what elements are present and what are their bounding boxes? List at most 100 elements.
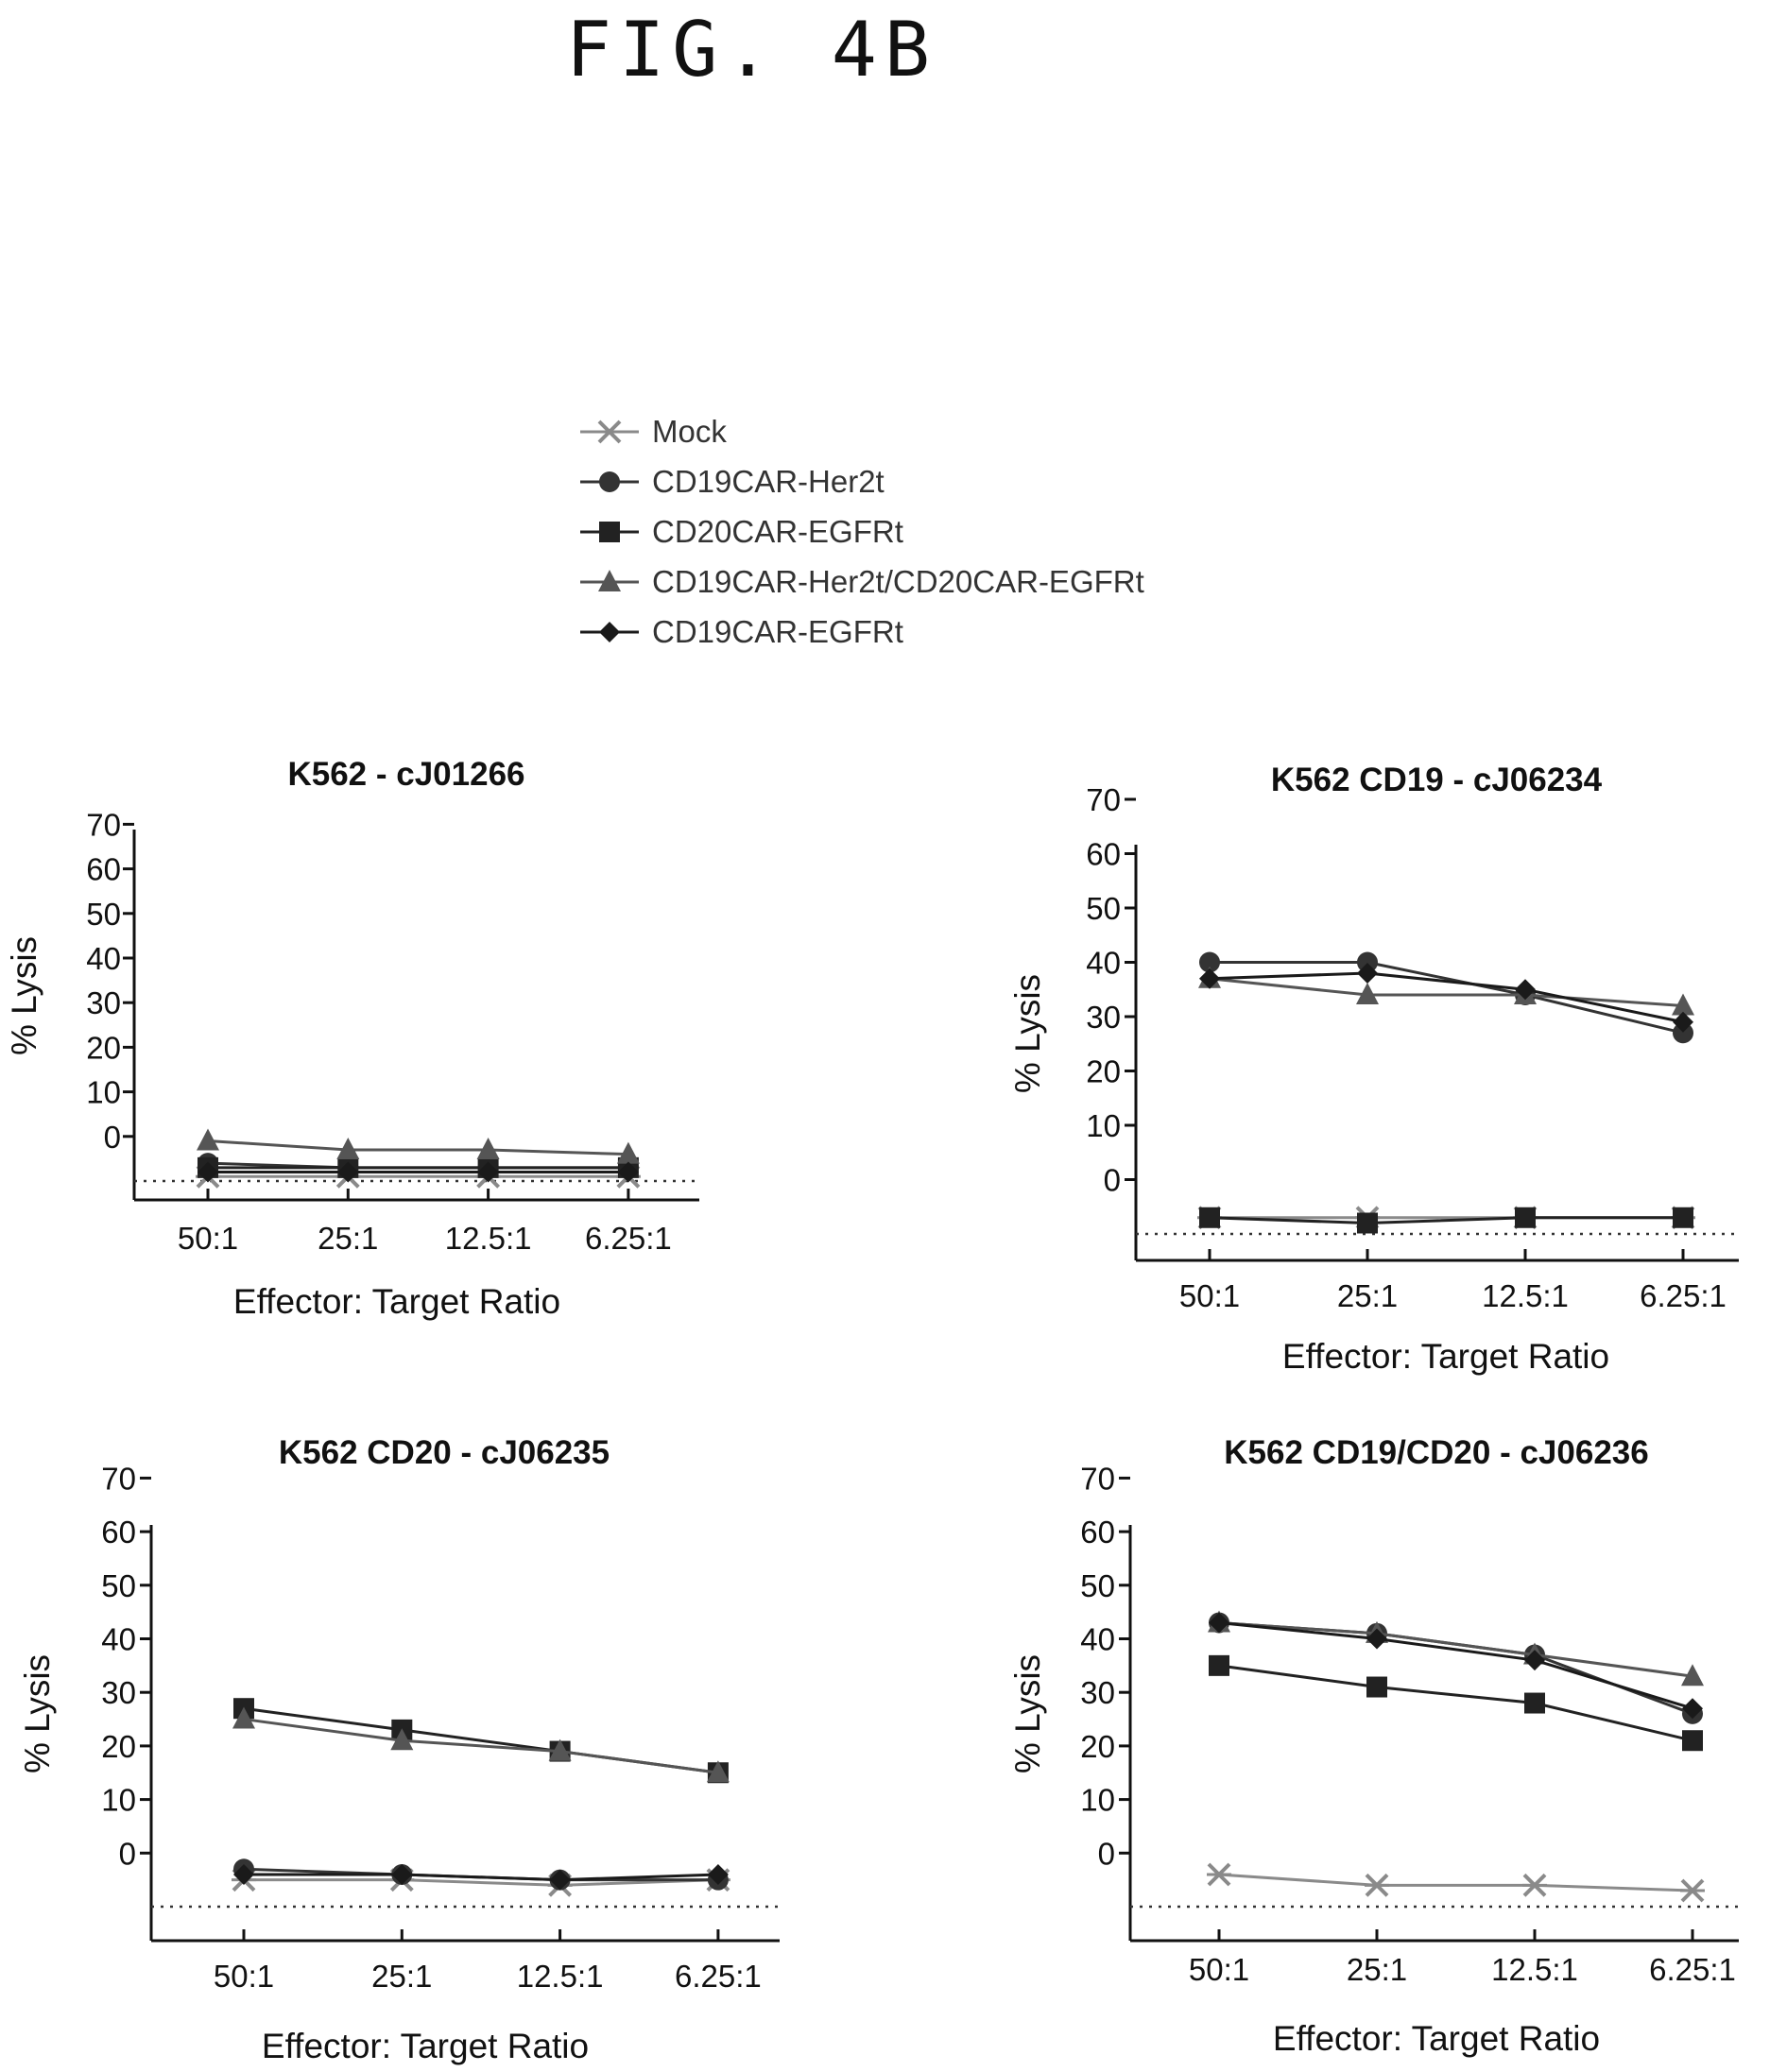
series-line [1218,1664,1693,1742]
y-tick-label: 70 [86,807,121,842]
square-icon [599,521,620,542]
legend-label: CD19CAR-Her2t/CD20CAR-EGFRt [652,563,1144,599]
data-point [1199,951,1220,973]
series-line [1218,1620,1693,1678]
data-point [1209,1654,1229,1676]
legend-marker [580,621,639,642]
x-axis-label: Effector: Target Ratio [262,2027,589,2065]
series-line [207,1139,628,1156]
chart-title: K562 CD19/CD20 - cJ06236 [1224,1434,1649,1471]
y-tick-label: 50 [101,1568,136,1603]
legend-item: CD20CAR-EGFRt [576,506,1144,557]
data-point [1366,1628,1387,1650]
x-tick-label: 50:1 [178,1221,238,1256]
y-tick-label: 30 [101,1675,136,1710]
y-tick-label: 10 [1080,1783,1115,1818]
y-tick-label: 50 [1080,1568,1115,1603]
y-tick-label: 60 [86,852,121,887]
legend-item: CD19CAR-Her2t/CD20CAR-EGFRt [576,557,1144,607]
chart-title: K562 - cJ01266 [287,756,525,793]
data-point [1681,1664,1704,1687]
y-tick-label: 10 [101,1783,136,1818]
figure-title: FIG. 4B [565,6,938,94]
series-line [244,1873,718,1882]
legend-item: Mock [576,406,1144,456]
chart-title: K562 CD20 - cJ06235 [278,1434,610,1471]
data-point [1356,983,1379,1004]
y-axis-label: % Lysis [18,1654,57,1773]
data-point [1357,1212,1378,1234]
x-tick-label: 25:1 [1337,1278,1398,1313]
x-tick-label: 25:1 [318,1221,378,1256]
y-tick-label: 60 [101,1515,136,1550]
triangle-icon [598,569,621,591]
data-point [232,1706,255,1729]
legend-item: CD19CAR-Her2t [576,456,1144,506]
x-icon [597,420,622,443]
data-point [1673,1207,1693,1228]
series-diamond [198,1161,639,1183]
data-point [1515,979,1536,1001]
data-point [1682,1698,1703,1720]
data-point [476,1137,500,1159]
y-tick-label: 10 [1086,1108,1121,1143]
y-tick-label: 0 [1104,1163,1121,1198]
data-point [616,1141,640,1164]
data-point [1209,1612,1229,1634]
y-tick-label: 40 [101,1622,136,1657]
y-axis-label: % Lysis [5,936,43,1055]
data-point [548,1738,572,1761]
series-x [1207,1862,1705,1903]
data-point [1199,968,1220,989]
series-triangle [232,1706,730,1783]
y-tick-label: 30 [1086,1000,1121,1035]
y-tick-label: 20 [86,1030,121,1065]
y-tick-label: 50 [1086,891,1121,926]
data-point [1524,1650,1545,1671]
data-point [477,1161,499,1183]
data-point [337,1161,359,1183]
y-tick-label: 20 [1080,1729,1115,1764]
series-diamond [1209,1612,1703,1720]
x-tick-label: 50:1 [214,1959,274,1994]
series-diamond [1199,963,1693,1033]
y-axis-label: % Lysis [1008,974,1047,1093]
legend-item: CD19CAR-EGFRt [576,607,1144,657]
legend-marker [580,471,639,492]
x-tick-label: 25:1 [371,1959,432,1994]
x-tick-label: 6.25:1 [585,1221,672,1256]
data-point [1357,951,1378,973]
data-point [1673,1011,1693,1033]
y-tick-label: 70 [1080,1461,1115,1496]
data-point [617,1161,639,1183]
chart-title: K562 CD19 - cJ06234 [1270,762,1603,798]
legend-label: CD20CAR-EGFRt [652,513,903,549]
legend-label: CD19CAR-Her2t [652,463,885,499]
x-tick-label: 12.5:1 [1491,1952,1578,1987]
data-point [391,1863,413,1885]
data-point [707,1863,729,1885]
series-square [1209,1654,1703,1752]
data-point [1682,1730,1703,1752]
data-point [1672,993,1694,1016]
series-line [1210,961,1684,1035]
diamond-icon [599,621,620,642]
legend-marker [580,521,639,542]
x-axis-label: Effector: Target Ratio [233,1282,560,1321]
series-triangle [197,1128,640,1164]
data-point [1365,1873,1389,1897]
chart-legend: Mock CD19CAR-Her2t CD20CAR-EGFRt CD19CAR… [576,406,1144,657]
legend-label: Mock [652,413,727,449]
y-tick-label: 70 [101,1461,136,1496]
data-point [336,1137,360,1159]
y-tick-label: 20 [1086,1054,1121,1089]
data-point [1680,1878,1705,1903]
series-line [1209,977,1684,1007]
y-tick-label: 20 [101,1729,136,1764]
data-point [198,1161,218,1183]
series-line [1218,1620,1693,1716]
data-point [1673,1022,1693,1044]
x-tick-label: 50:1 [1189,1952,1249,1987]
